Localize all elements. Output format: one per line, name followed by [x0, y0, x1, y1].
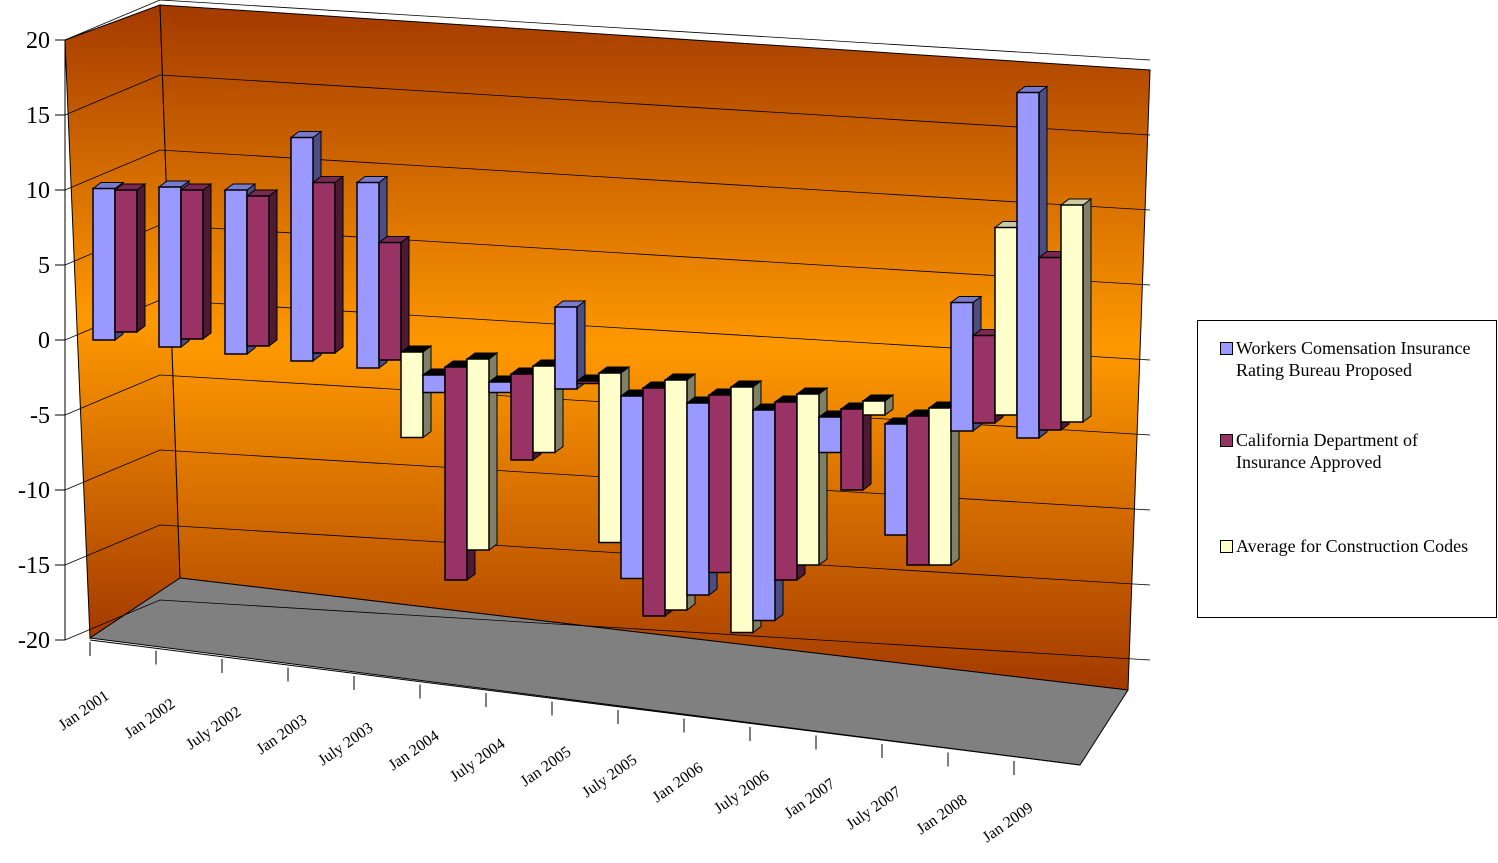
- legend-swatch: [1220, 434, 1233, 447]
- bar-side: [1082, 198, 1092, 423]
- bar: [818, 416, 842, 454]
- grid-line: [64, 149, 1151, 211]
- legend-label: California Department of Insurance Appro…: [1236, 430, 1418, 472]
- x-tick-label: July 2006: [711, 767, 772, 817]
- bar: [290, 136, 314, 362]
- legend: Workers Comensation Insurance Rating Bur…: [1197, 320, 1497, 618]
- bar: [686, 402, 710, 596]
- x-tick-label: July 2007: [843, 783, 904, 833]
- y-tick-label: 10: [26, 178, 50, 204]
- y-tick-label: -20: [18, 628, 50, 654]
- bar: [422, 374, 446, 394]
- y-tick-label: -5: [30, 403, 50, 429]
- bar: [642, 387, 666, 617]
- x-tick-label: Jan 2005: [518, 743, 575, 790]
- y-tick-label: 15: [26, 103, 50, 129]
- bar: [1038, 256, 1062, 431]
- x-tick-label: Jan 2007: [782, 775, 839, 822]
- bar: [884, 423, 908, 536]
- bar: [708, 394, 732, 574]
- x-tick-label: Jan 2008: [914, 791, 971, 838]
- grid-line: [64, 74, 1151, 136]
- legend-entry: California Department of Insurance Appro…: [1220, 429, 1486, 473]
- grid-line: [64, 0, 1151, 61]
- bar-side: [268, 189, 278, 347]
- bar: [114, 189, 138, 333]
- bar: [576, 380, 600, 385]
- y-tick-label: 5: [38, 253, 50, 279]
- legend-swatch: [1220, 342, 1233, 355]
- bar: [554, 306, 578, 390]
- floor: [88, 577, 1129, 766]
- bar: [356, 181, 380, 369]
- bar: [488, 381, 512, 394]
- bar: [400, 351, 424, 439]
- bar: [620, 395, 644, 580]
- bar-side: [862, 402, 872, 491]
- x-tick-label: Jan 2004: [386, 727, 443, 774]
- grid-line: [64, 524, 1151, 586]
- bar: [862, 400, 886, 416]
- legend-entry: Workers Comensation Insurance Rating Bur…: [1220, 337, 1486, 381]
- x-tick-label: July 2004: [447, 735, 508, 785]
- legend-entry: Average for Construction Codes: [1220, 535, 1486, 557]
- y-tick-label: -10: [18, 478, 50, 504]
- bar: [158, 186, 182, 348]
- y-tick-label: -15: [18, 553, 50, 579]
- x-tick-label: Jan 2003: [254, 711, 311, 758]
- bar: [906, 415, 930, 566]
- x-tick-label: Jan 2006: [650, 759, 707, 806]
- bar: [730, 386, 754, 634]
- bar: [1060, 204, 1084, 423]
- bar: [840, 408, 864, 491]
- legend-label: Average for Construction Codes: [1236, 536, 1469, 556]
- y-tick-label: 0: [38, 328, 50, 354]
- bar: [312, 181, 336, 354]
- bar-side: [136, 183, 146, 333]
- bar: [92, 187, 116, 341]
- x-tick-label: July 2005: [579, 751, 640, 801]
- bar-side: [334, 175, 344, 354]
- bar: [224, 189, 248, 355]
- legend-swatch: [1220, 540, 1233, 553]
- bar-side: [400, 235, 410, 361]
- x-tick-label: July 2002: [183, 703, 244, 753]
- x-tick-label: July 2003: [315, 719, 376, 769]
- bar: [532, 365, 556, 454]
- bar: [664, 379, 688, 611]
- legend-label: Workers Comensation Insurance Rating Bur…: [1236, 338, 1471, 380]
- bar: [444, 366, 468, 581]
- x-tick-label: Jan 2001: [56, 687, 113, 734]
- bar: [1016, 91, 1040, 439]
- bar: [972, 334, 996, 424]
- bar: [466, 358, 490, 551]
- bar: [752, 409, 776, 622]
- y-tick-label: 20: [26, 28, 50, 54]
- bar: [796, 393, 820, 566]
- bar: [246, 195, 270, 347]
- x-tick-label: Jan 2009: [980, 799, 1037, 846]
- bar: [180, 189, 204, 340]
- bar: [928, 407, 952, 566]
- grid-line: [64, 599, 1151, 661]
- x-axis: [89, 639, 1081, 766]
- bar: [378, 241, 402, 361]
- bar: [510, 373, 534, 461]
- bar: [994, 226, 1018, 416]
- bar-side: [202, 183, 212, 340]
- bar: [774, 401, 798, 581]
- bar: [598, 372, 622, 544]
- x-tick-label: Jan 2002: [122, 695, 179, 742]
- bar: [950, 301, 974, 432]
